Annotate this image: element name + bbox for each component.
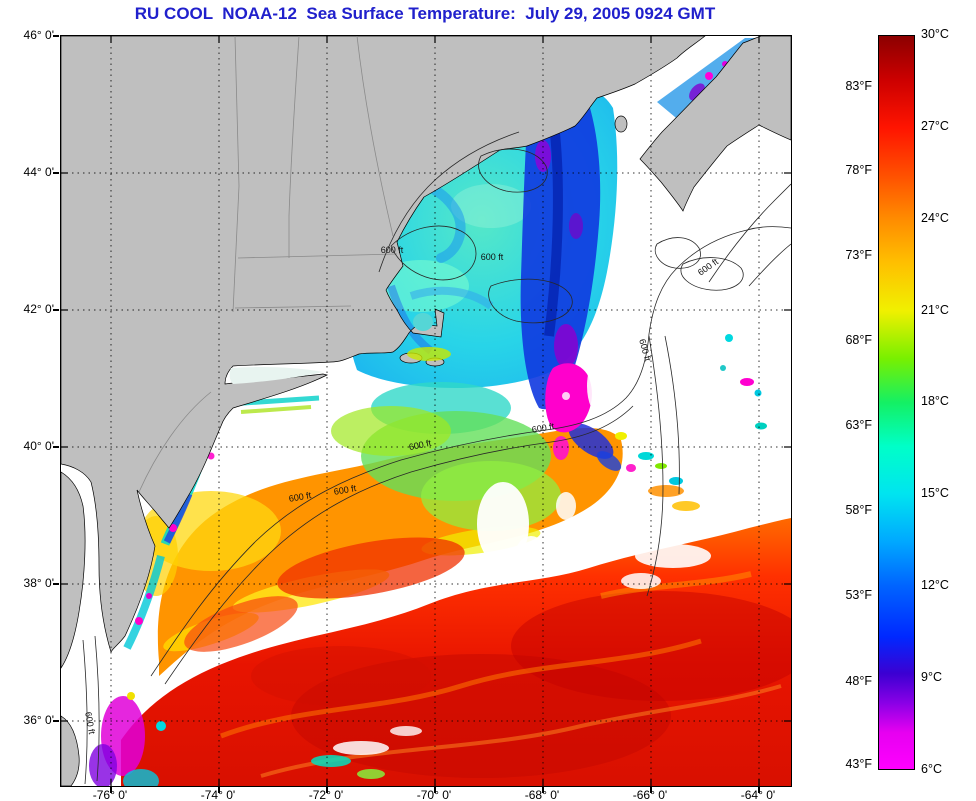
celsius-label: 6°C <box>921 762 942 776</box>
y-tick-label: 46° 0' <box>23 28 54 42</box>
colorbar <box>878 35 915 770</box>
x-tick-label: -70° 0' <box>416 788 452 801</box>
celsius-label: 30°C <box>921 27 949 41</box>
colorbar-gradient <box>879 36 914 769</box>
y-tick-mark <box>53 583 59 585</box>
y-tick-mark <box>53 35 59 37</box>
x-tick-mark <box>758 787 760 793</box>
x-tick-mark <box>650 787 652 793</box>
x-tick-mark <box>326 787 328 793</box>
cloud-gaps <box>333 482 711 755</box>
fahrenheit-label: 78°F <box>845 163 872 177</box>
virginia-mainland <box>61 471 86 669</box>
fahrenheit-label: 48°F <box>845 674 872 688</box>
inland-waters <box>229 313 451 384</box>
x-tick-mark <box>218 787 220 793</box>
celsius-label: 27°C <box>921 119 949 133</box>
celsius-label: 9°C <box>921 670 942 684</box>
x-tick-label: -66° 0' <box>632 788 668 801</box>
x-tick-mark <box>542 787 544 793</box>
sst-map-svg <box>61 36 791 786</box>
y-tick-label: 40° 0' <box>23 439 54 453</box>
mainland-northeast-us <box>61 36 706 653</box>
celsius-label: 21°C <box>921 303 949 317</box>
celsius-label: 12°C <box>921 578 949 592</box>
contour-label: 600 ft <box>480 252 504 262</box>
state-borders <box>138 36 398 493</box>
fahrenheit-label: 73°F <box>845 248 872 262</box>
fahrenheit-label: 58°F <box>845 503 872 517</box>
fahrenheit-label: 53°F <box>845 588 872 602</box>
y-tick-label: 44° 0' <box>23 165 54 179</box>
y-tick-label: 42° 0' <box>23 302 54 316</box>
map-plot <box>60 35 792 787</box>
x-tick-label: -64° 0' <box>740 788 776 801</box>
x-tick-mark <box>434 787 436 793</box>
fahrenheit-label: 83°F <box>845 79 872 93</box>
celsius-label: 24°C <box>921 211 949 225</box>
celsius-label: 18°C <box>921 394 949 408</box>
celsius-label: 15°C <box>921 486 949 500</box>
x-tick-label: -74° 0' <box>200 788 236 801</box>
y-tick-label: 38° 0' <box>23 576 54 590</box>
contour-label: 600 ft <box>380 245 404 255</box>
x-tick-label: -76° 0' <box>92 788 128 801</box>
x-tick-mark <box>110 787 112 793</box>
fahrenheit-label: 63°F <box>845 418 872 432</box>
fahrenheit-label: 43°F <box>845 757 872 771</box>
cold-band-region <box>520 80 622 471</box>
axis-ticks-inner <box>61 36 791 786</box>
y-tick-mark <box>53 309 59 311</box>
y-tick-mark <box>53 720 59 722</box>
carolina-land <box>61 715 80 786</box>
x-tick-label: -72° 0' <box>308 788 344 801</box>
y-tick-mark <box>53 172 59 174</box>
y-tick-mark <box>53 446 59 448</box>
scattered-specks-east <box>615 432 700 511</box>
page-title: RU COOL NOAA-12 Sea Surface Temperature:… <box>134 4 716 23</box>
y-tick-label: 36° 0' <box>23 713 54 727</box>
fahrenheit-label: 68°F <box>845 333 872 347</box>
magenta-cold-patch <box>545 356 615 460</box>
nova-scotia <box>639 36 791 212</box>
grid-lines <box>61 36 791 786</box>
grand-manan <box>614 115 628 133</box>
x-tick-label: -68° 0' <box>524 788 560 801</box>
